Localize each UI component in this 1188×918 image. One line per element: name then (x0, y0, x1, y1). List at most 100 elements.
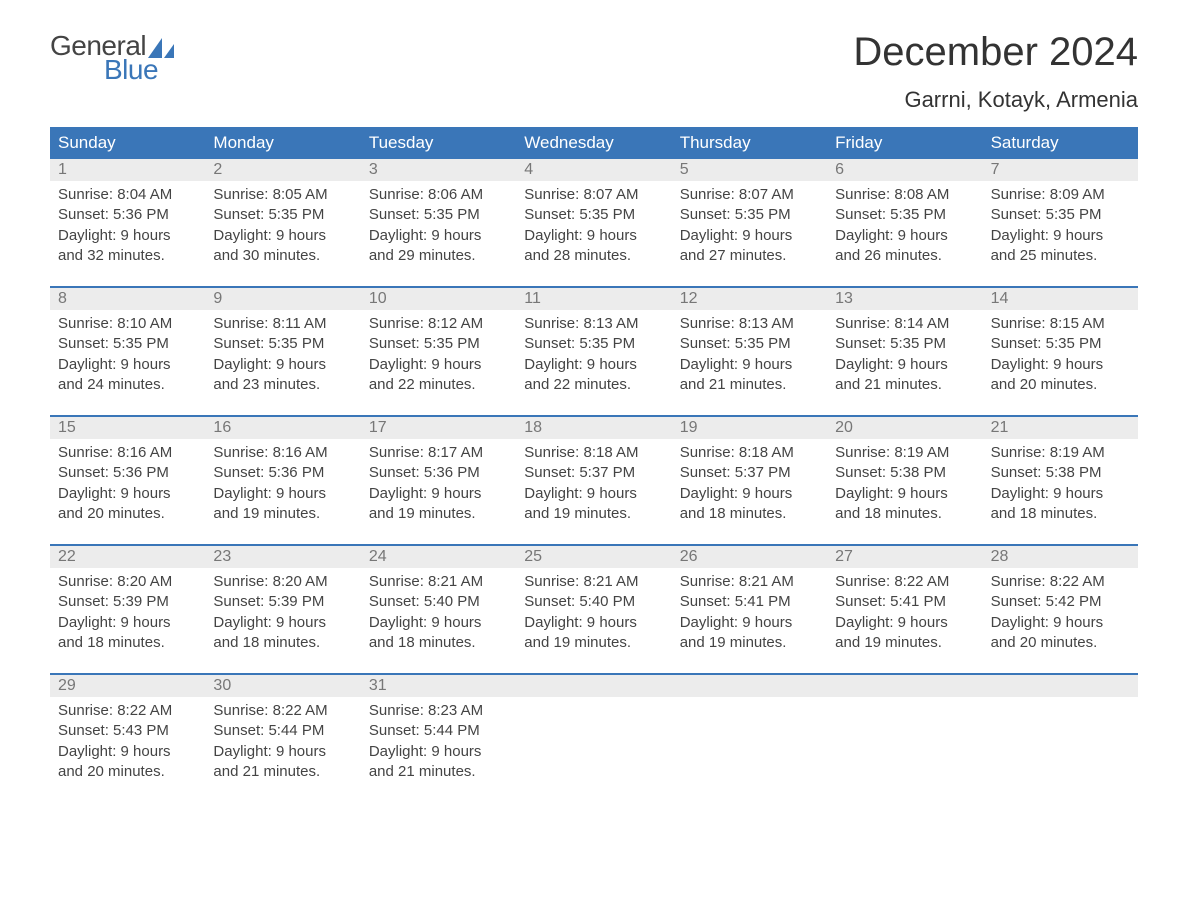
day-details: Sunrise: 8:07 AMSunset: 5:35 PMDaylight:… (672, 181, 827, 272)
day-cell: 29Sunrise: 8:22 AMSunset: 5:43 PMDayligh… (50, 675, 205, 788)
day-cell: 11Sunrise: 8:13 AMSunset: 5:35 PMDayligh… (516, 288, 671, 401)
day-number: 13 (827, 288, 982, 310)
day-cell: 17Sunrise: 8:17 AMSunset: 5:36 PMDayligh… (361, 417, 516, 530)
day-number: 15 (50, 417, 205, 439)
brand-logo: General Blue (50, 30, 174, 86)
day-number: 21 (983, 417, 1138, 439)
day-cell: 23Sunrise: 8:20 AMSunset: 5:39 PMDayligh… (205, 546, 360, 659)
day-details: Sunrise: 8:12 AMSunset: 5:35 PMDaylight:… (361, 310, 516, 401)
week-row: 22Sunrise: 8:20 AMSunset: 5:39 PMDayligh… (50, 544, 1138, 659)
day-cell: 1Sunrise: 8:04 AMSunset: 5:36 PMDaylight… (50, 159, 205, 272)
day-details: Sunrise: 8:07 AMSunset: 5:35 PMDaylight:… (516, 181, 671, 272)
day-number (827, 675, 982, 697)
day-number: 25 (516, 546, 671, 568)
day-number: 4 (516, 159, 671, 181)
header: General Blue December 2024 Garrni, Kotay… (50, 30, 1138, 113)
day-details: Sunrise: 8:20 AMSunset: 5:39 PMDaylight:… (50, 568, 205, 659)
day-cell: 14Sunrise: 8:15 AMSunset: 5:35 PMDayligh… (983, 288, 1138, 401)
brand-bottom-text: Blue (104, 54, 174, 86)
title-block: December 2024 Garrni, Kotayk, Armenia (853, 30, 1138, 113)
day-number: 22 (50, 546, 205, 568)
calendar: Sunday Monday Tuesday Wednesday Thursday… (50, 127, 1138, 788)
day-cell: 27Sunrise: 8:22 AMSunset: 5:41 PMDayligh… (827, 546, 982, 659)
day-number: 26 (672, 546, 827, 568)
day-details: Sunrise: 8:11 AMSunset: 5:35 PMDaylight:… (205, 310, 360, 401)
weekday-wednesday: Wednesday (516, 127, 671, 159)
weekday-tuesday: Tuesday (361, 127, 516, 159)
day-details: Sunrise: 8:21 AMSunset: 5:40 PMDaylight:… (361, 568, 516, 659)
week-row: 1Sunrise: 8:04 AMSunset: 5:36 PMDaylight… (50, 159, 1138, 272)
day-cell: 3Sunrise: 8:06 AMSunset: 5:35 PMDaylight… (361, 159, 516, 272)
day-cell: 10Sunrise: 8:12 AMSunset: 5:35 PMDayligh… (361, 288, 516, 401)
day-details: Sunrise: 8:13 AMSunset: 5:35 PMDaylight:… (516, 310, 671, 401)
day-number: 2 (205, 159, 360, 181)
day-cell: 13Sunrise: 8:14 AMSunset: 5:35 PMDayligh… (827, 288, 982, 401)
day-details: Sunrise: 8:19 AMSunset: 5:38 PMDaylight:… (983, 439, 1138, 530)
day-number: 17 (361, 417, 516, 439)
week-row: 29Sunrise: 8:22 AMSunset: 5:43 PMDayligh… (50, 673, 1138, 788)
day-number: 19 (672, 417, 827, 439)
day-cell (672, 675, 827, 788)
day-details: Sunrise: 8:08 AMSunset: 5:35 PMDaylight:… (827, 181, 982, 272)
day-number: 31 (361, 675, 516, 697)
day-details: Sunrise: 8:06 AMSunset: 5:35 PMDaylight:… (361, 181, 516, 272)
day-number (516, 675, 671, 697)
week-row: 8Sunrise: 8:10 AMSunset: 5:35 PMDaylight… (50, 286, 1138, 401)
day-details: Sunrise: 8:22 AMSunset: 5:44 PMDaylight:… (205, 697, 360, 788)
day-cell: 22Sunrise: 8:20 AMSunset: 5:39 PMDayligh… (50, 546, 205, 659)
day-cell (827, 675, 982, 788)
month-title: December 2024 (853, 30, 1138, 75)
day-cell (983, 675, 1138, 788)
day-cell: 20Sunrise: 8:19 AMSunset: 5:38 PMDayligh… (827, 417, 982, 530)
day-details: Sunrise: 8:15 AMSunset: 5:35 PMDaylight:… (983, 310, 1138, 401)
day-number: 12 (672, 288, 827, 310)
day-number: 11 (516, 288, 671, 310)
day-cell: 2Sunrise: 8:05 AMSunset: 5:35 PMDaylight… (205, 159, 360, 272)
day-details: Sunrise: 8:16 AMSunset: 5:36 PMDaylight:… (205, 439, 360, 530)
weekday-header: Sunday Monday Tuesday Wednesday Thursday… (50, 127, 1138, 159)
day-details: Sunrise: 8:22 AMSunset: 5:42 PMDaylight:… (983, 568, 1138, 659)
day-details: Sunrise: 8:04 AMSunset: 5:36 PMDaylight:… (50, 181, 205, 272)
day-details: Sunrise: 8:09 AMSunset: 5:35 PMDaylight:… (983, 181, 1138, 272)
day-number: 16 (205, 417, 360, 439)
day-details: Sunrise: 8:10 AMSunset: 5:35 PMDaylight:… (50, 310, 205, 401)
day-cell: 12Sunrise: 8:13 AMSunset: 5:35 PMDayligh… (672, 288, 827, 401)
day-number: 5 (672, 159, 827, 181)
weeks-container: 1Sunrise: 8:04 AMSunset: 5:36 PMDaylight… (50, 159, 1138, 788)
day-cell: 7Sunrise: 8:09 AMSunset: 5:35 PMDaylight… (983, 159, 1138, 272)
day-cell: 16Sunrise: 8:16 AMSunset: 5:36 PMDayligh… (205, 417, 360, 530)
day-cell: 21Sunrise: 8:19 AMSunset: 5:38 PMDayligh… (983, 417, 1138, 530)
day-cell: 18Sunrise: 8:18 AMSunset: 5:37 PMDayligh… (516, 417, 671, 530)
day-cell: 25Sunrise: 8:21 AMSunset: 5:40 PMDayligh… (516, 546, 671, 659)
day-number: 9 (205, 288, 360, 310)
day-details: Sunrise: 8:19 AMSunset: 5:38 PMDaylight:… (827, 439, 982, 530)
day-cell: 30Sunrise: 8:22 AMSunset: 5:44 PMDayligh… (205, 675, 360, 788)
weekday-saturday: Saturday (983, 127, 1138, 159)
day-cell: 9Sunrise: 8:11 AMSunset: 5:35 PMDaylight… (205, 288, 360, 401)
day-number: 8 (50, 288, 205, 310)
day-details: Sunrise: 8:23 AMSunset: 5:44 PMDaylight:… (361, 697, 516, 788)
day-cell: 5Sunrise: 8:07 AMSunset: 5:35 PMDaylight… (672, 159, 827, 272)
day-number: 27 (827, 546, 982, 568)
day-number (672, 675, 827, 697)
day-details: Sunrise: 8:22 AMSunset: 5:41 PMDaylight:… (827, 568, 982, 659)
day-details: Sunrise: 8:21 AMSunset: 5:40 PMDaylight:… (516, 568, 671, 659)
day-cell (516, 675, 671, 788)
day-number: 6 (827, 159, 982, 181)
day-cell: 4Sunrise: 8:07 AMSunset: 5:35 PMDaylight… (516, 159, 671, 272)
day-cell: 24Sunrise: 8:21 AMSunset: 5:40 PMDayligh… (361, 546, 516, 659)
day-details: Sunrise: 8:13 AMSunset: 5:35 PMDaylight:… (672, 310, 827, 401)
weekday-sunday: Sunday (50, 127, 205, 159)
day-details: Sunrise: 8:16 AMSunset: 5:36 PMDaylight:… (50, 439, 205, 530)
week-row: 15Sunrise: 8:16 AMSunset: 5:36 PMDayligh… (50, 415, 1138, 530)
day-number: 23 (205, 546, 360, 568)
day-details: Sunrise: 8:18 AMSunset: 5:37 PMDaylight:… (672, 439, 827, 530)
day-number: 14 (983, 288, 1138, 310)
location-text: Garrni, Kotayk, Armenia (853, 87, 1138, 113)
day-cell: 8Sunrise: 8:10 AMSunset: 5:35 PMDaylight… (50, 288, 205, 401)
day-cell: 19Sunrise: 8:18 AMSunset: 5:37 PMDayligh… (672, 417, 827, 530)
day-number: 20 (827, 417, 982, 439)
day-details: Sunrise: 8:21 AMSunset: 5:41 PMDaylight:… (672, 568, 827, 659)
day-details: Sunrise: 8:17 AMSunset: 5:36 PMDaylight:… (361, 439, 516, 530)
day-cell: 28Sunrise: 8:22 AMSunset: 5:42 PMDayligh… (983, 546, 1138, 659)
